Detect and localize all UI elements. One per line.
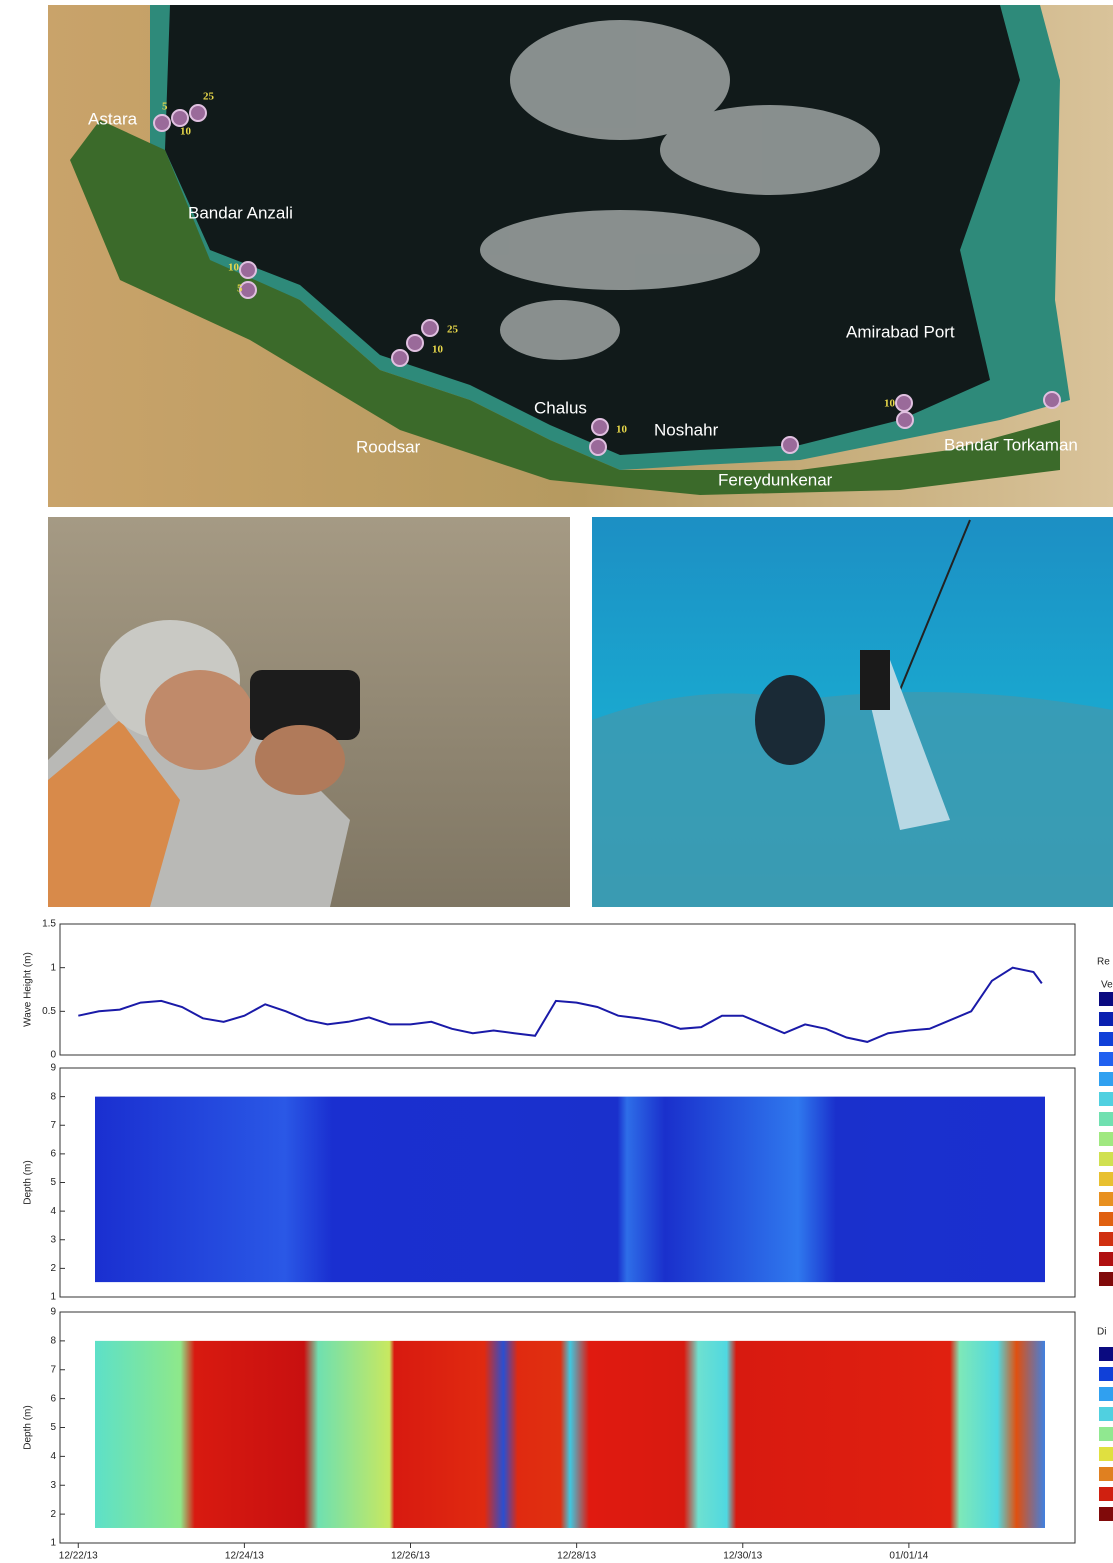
colorbar-swatch [1099,1052,1113,1066]
marker-label: 10 [884,398,896,410]
place-label: Roodsar [356,437,421,456]
station-marker [781,436,799,454]
y-tick-label: 0 [50,1050,56,1061]
y-tick-label: 7 [50,1120,56,1131]
colorbar-swatch [1099,1092,1113,1106]
y-tick-label: 2 [50,1509,56,1520]
marker-label: 10 [432,344,444,356]
place-label: Astara [88,109,138,128]
colorbar-swatch [1099,1407,1113,1421]
heatmap [95,1096,1045,1283]
station-marker [153,114,171,132]
wave-height-line [78,966,1043,1043]
y-tick-label: 9 [50,1307,56,1318]
place-label: Bandar Anzali [188,203,293,222]
y-tick-label: 4 [50,1451,56,1462]
x-tick-label: 12/24/13 [225,1551,264,1562]
colorbar-subtitle: Ve [1101,980,1113,991]
y-tick-label: 8 [50,1091,56,1102]
station-marker [589,438,607,456]
station-marker [421,319,439,337]
y-tick-label: 1.5 [42,919,56,930]
colorbar-swatch [1099,1447,1113,1461]
colorbar-swatch [1099,1387,1113,1401]
colorbar-swatch [1099,992,1113,1006]
y-axis-label: Depth (m) [23,1405,34,1449]
y-tick-label: 4 [50,1206,56,1217]
x-tick-label: 12/22/13 [59,1551,98,1562]
colorbar-swatch [1099,1427,1113,1441]
station-marker [895,394,913,412]
colorbar-swatch [1099,1072,1113,1086]
colorbar-swatch [1099,1272,1113,1286]
colorbar-swatch [1099,1112,1113,1126]
colorbar-swatch [1099,1032,1113,1046]
x-tick-label: 12/30/13 [723,1551,762,1562]
marker-label: 5 [237,283,243,295]
station-marker [406,334,424,352]
colorbar-swatch [1099,1192,1113,1206]
marker-label: 25 [203,91,215,103]
y-tick-label: 8 [50,1336,56,1347]
station-marker [189,104,207,122]
photo-photographer [48,517,570,907]
y-tick-label: 7 [50,1364,56,1375]
marker-label: 10 [228,262,240,274]
colorbar-swatch [1099,1012,1113,1026]
y-tick-label: 1 [50,962,56,973]
y-tick-label: 6 [50,1393,56,1404]
colorbar-swatch [1099,1347,1113,1361]
photo-diver [592,517,1113,907]
heatmap [95,1340,1045,1528]
station-marker [239,261,257,279]
place-label: Noshahr [654,420,719,439]
y-tick-label: 2 [50,1263,56,1274]
place-label: Chalus [534,398,587,417]
place-label: Fereydunkenar [718,470,833,489]
y-tick-label: 5 [50,1422,56,1433]
colorbar-swatch [1099,1132,1113,1146]
marker-label: 5 [162,101,168,113]
colorbar-swatch [1099,1252,1113,1266]
y-tick-label: 1 [50,1292,56,1303]
marker-label: 10 [616,424,628,436]
plot-frame [59,923,1076,1056]
station-marker [391,349,409,367]
station-marker [591,418,609,436]
y-tick-label: 6 [50,1149,56,1160]
colorbar-title: Re [1097,957,1110,968]
marker-label: 25 [447,324,459,336]
place-label: Bandar Torkaman [944,435,1078,454]
marker-label: 10 [180,126,192,138]
x-tick-label: 01/01/14 [889,1551,928,1562]
colorbar-swatch [1099,1467,1113,1481]
colorbar-swatch [1099,1507,1113,1521]
station-marker [1043,391,1061,409]
colorbar-swatch [1099,1172,1113,1186]
y-tick-label: 0.5 [42,1006,56,1017]
station-marker [171,109,189,127]
map [48,5,1113,507]
colorbar-swatch [1099,1487,1113,1501]
colorbar-swatch [1099,1212,1113,1226]
y-tick-label: 5 [50,1177,56,1188]
station-marker [239,281,257,299]
y-axis-label: Wave Height (m) [23,952,34,1027]
x-tick-label: 12/26/13 [391,1551,430,1562]
colorbar-swatch [1099,1232,1113,1246]
colorbar-title: Di [1097,1327,1106,1338]
x-tick-label: 12/28/13 [557,1551,596,1562]
station-marker [896,411,914,429]
y-tick-label: 3 [50,1234,56,1245]
y-tick-label: 9 [50,1063,56,1074]
y-tick-label: 3 [50,1480,56,1491]
y-axis-label: Depth (m) [23,1160,34,1204]
colorbar-swatch [1099,1367,1113,1381]
y-tick-label: 1 [50,1538,56,1549]
colorbar-swatch [1099,1152,1113,1166]
place-label: Amirabad Port [846,322,955,341]
